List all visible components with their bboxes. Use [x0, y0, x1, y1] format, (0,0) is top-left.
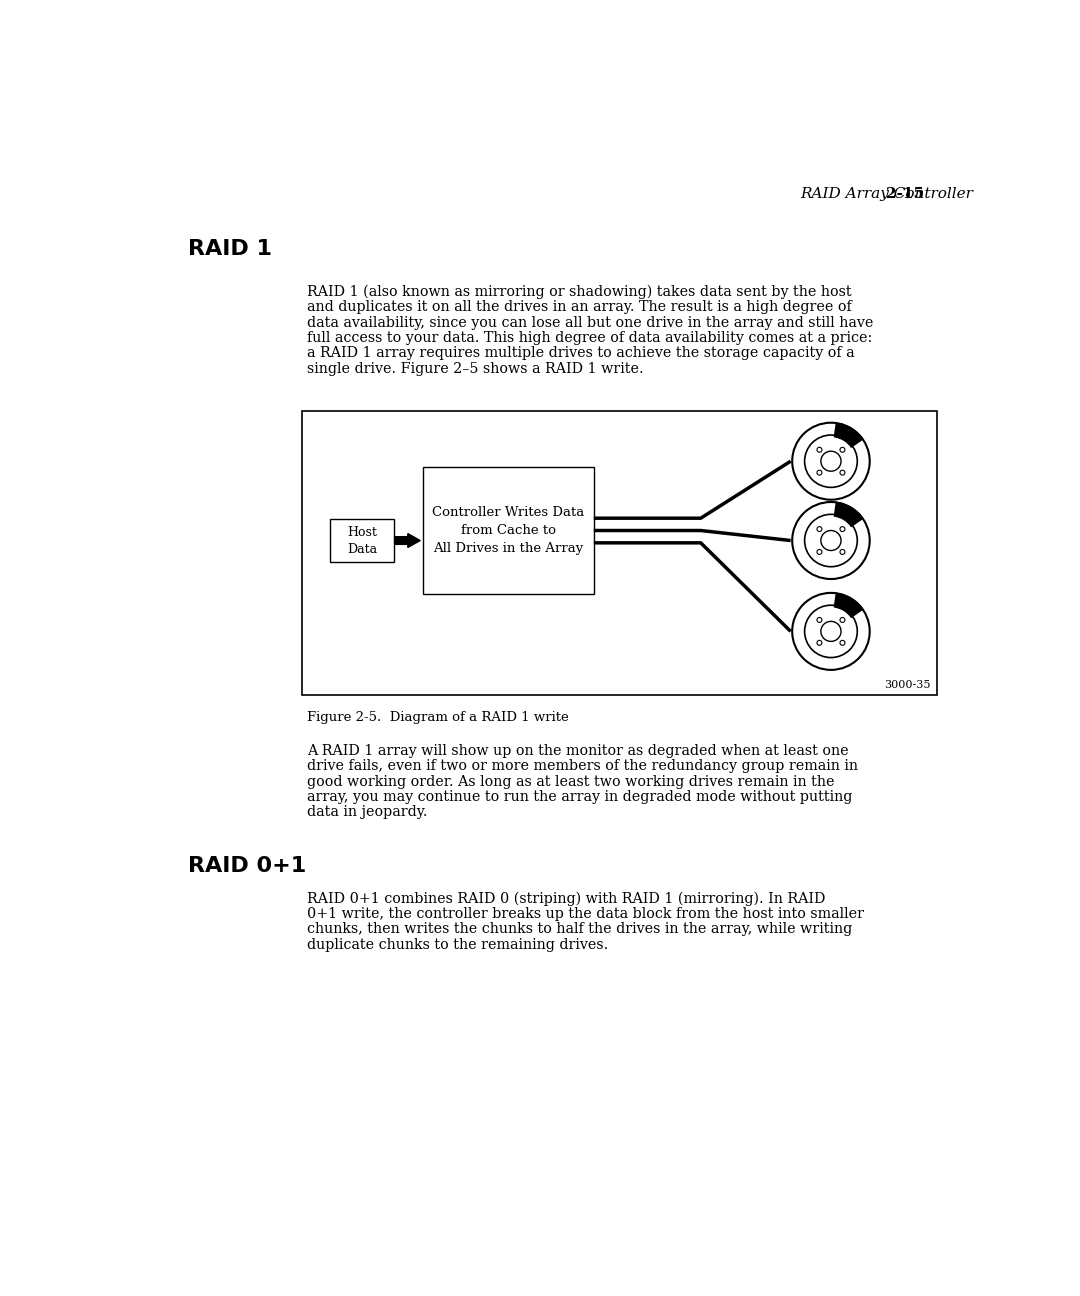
Text: RAID 0+1: RAID 0+1	[188, 857, 306, 876]
Circle shape	[840, 550, 845, 555]
Text: data availability, since you can lose all but one drive in the array and still h: data availability, since you can lose al…	[307, 316, 874, 329]
Text: good working order. As long as at least two working drives remain in the: good working order. As long as at least …	[307, 775, 835, 788]
Circle shape	[793, 502, 869, 579]
Text: data in jeopardy.: data in jeopardy.	[307, 805, 428, 819]
Text: drive fails, even if two or more members of the redundancy group remain in: drive fails, even if two or more members…	[307, 759, 858, 774]
Circle shape	[793, 592, 869, 670]
Circle shape	[840, 640, 845, 645]
Circle shape	[816, 447, 822, 452]
Text: array, you may continue to run the array in degraded mode without putting: array, you may continue to run the array…	[307, 791, 852, 804]
Wedge shape	[835, 594, 863, 617]
Bar	[423, 467, 594, 595]
Circle shape	[816, 640, 822, 645]
Text: A RAID 1 array will show up on the monitor as degraded when at least one: A RAID 1 array will show up on the monit…	[307, 744, 849, 758]
Circle shape	[840, 526, 845, 531]
Text: single drive. Figure 2–5 shows a RAID 1 write.: single drive. Figure 2–5 shows a RAID 1 …	[307, 362, 644, 376]
Text: full access to your data. This high degree of data availability comes at a price: full access to your data. This high degr…	[307, 330, 873, 345]
Circle shape	[840, 617, 845, 622]
Circle shape	[805, 515, 858, 566]
Text: 0+1 write, the controller breaks up the data block from the host into smaller: 0+1 write, the controller breaks up the …	[307, 907, 864, 921]
Circle shape	[840, 447, 845, 452]
Bar	[330, 518, 394, 562]
Text: RAID Array Controller: RAID Array Controller	[800, 187, 973, 201]
Text: Host
Data: Host Data	[347, 525, 377, 556]
Text: duplicate chunks to the remaining drives.: duplicate chunks to the remaining drives…	[307, 938, 608, 951]
Circle shape	[821, 530, 841, 551]
Wedge shape	[835, 503, 863, 526]
Text: 2-15: 2-15	[886, 187, 924, 201]
Text: RAID 1 (also known as mirroring or shadowing) takes data sent by the host: RAID 1 (also known as mirroring or shado…	[307, 285, 852, 299]
Polygon shape	[394, 534, 420, 547]
Text: Figure 2-5.  Diagram of a RAID 1 write: Figure 2-5. Diagram of a RAID 1 write	[307, 712, 569, 724]
Circle shape	[816, 526, 822, 531]
Text: a RAID 1 array requires multiple drives to achieve the storage capacity of a: a RAID 1 array requires multiple drives …	[307, 346, 854, 360]
Wedge shape	[835, 422, 863, 447]
Bar	[301, 411, 937, 695]
Circle shape	[821, 621, 841, 642]
Circle shape	[805, 605, 858, 657]
Text: RAID 0+1 combines RAID 0 (striping) with RAID 1 (mirroring). In RAID: RAID 0+1 combines RAID 0 (striping) with…	[307, 892, 825, 906]
Text: RAID 1: RAID 1	[188, 238, 272, 259]
Text: chunks, then writes the chunks to half the drives in the array, while writing: chunks, then writes the chunks to half t…	[307, 923, 852, 937]
Circle shape	[821, 451, 841, 472]
Text: Controller Writes Data
from Cache to
All Drives in the Array: Controller Writes Data from Cache to All…	[432, 505, 584, 555]
Circle shape	[793, 422, 869, 500]
Text: 3000-35: 3000-35	[885, 680, 931, 689]
Circle shape	[816, 550, 822, 555]
Circle shape	[805, 435, 858, 487]
Text: and duplicates it on all the drives in an array. The result is a high degree of: and duplicates it on all the drives in a…	[307, 301, 852, 315]
Circle shape	[816, 617, 822, 622]
Circle shape	[840, 470, 845, 476]
Circle shape	[816, 470, 822, 476]
